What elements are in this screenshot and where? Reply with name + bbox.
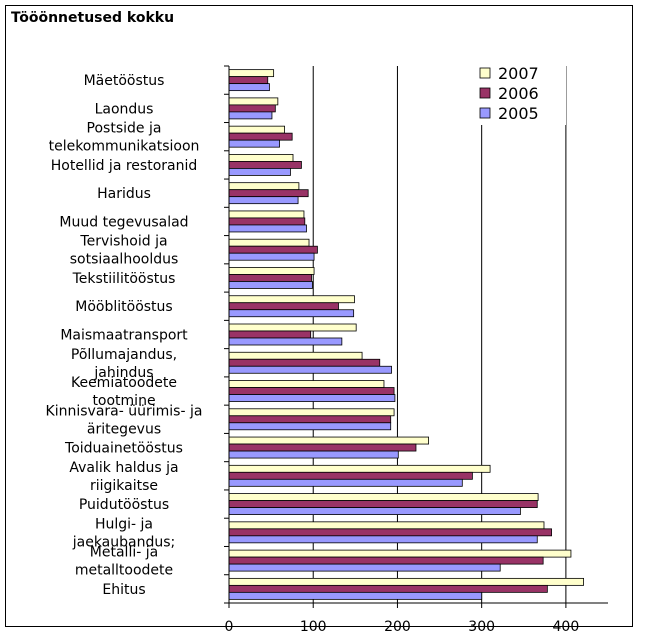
bar-2005-9	[228, 309, 355, 318]
bar-2006-7	[228, 245, 318, 254]
legend-label-2006: 2006	[498, 84, 539, 103]
bar-2005-5	[228, 196, 299, 205]
chart-title: Tööönnetused kokku	[11, 10, 175, 26]
bar-2007-13	[228, 408, 395, 417]
category-label: Haridus	[97, 186, 151, 202]
bar-2005-3	[228, 139, 280, 148]
bar-2006-6	[228, 217, 306, 226]
legend-swatch-2007	[479, 67, 491, 79]
bar-2007-7	[228, 238, 310, 247]
category-label: Kinnisvara- üürimis- ja äritegevus	[46, 403, 203, 437]
category-label: Põllumajandus, jahindus	[71, 347, 177, 381]
legend-label-2007: 2007	[498, 64, 539, 83]
bar-2007-16	[228, 493, 539, 501]
x-tick-label: 0	[225, 619, 234, 635]
category-label: Puidutööstus	[79, 497, 169, 513]
x-tick-label: 200	[384, 619, 411, 635]
category-label: Hulgi- ja jaekaubandus;	[72, 516, 176, 550]
bar-2006-13	[228, 415, 392, 424]
bar-2005-15	[228, 478, 463, 487]
bar-2007-2	[228, 97, 279, 106]
bar-2006-10	[228, 330, 312, 339]
bar-2007-11	[228, 351, 363, 360]
bar-2005-12	[228, 394, 396, 402]
bar-2007-12	[228, 380, 385, 388]
bar-2007-17	[228, 521, 545, 530]
bar-2006-9	[228, 302, 339, 311]
category-label: Tervishoid ja sotsiaalhooldus	[70, 234, 179, 268]
bar-2005-6	[228, 224, 307, 233]
bar-2006-12	[228, 387, 395, 395]
category-label: Ehitus	[102, 582, 145, 598]
bar-2006-5	[228, 189, 309, 198]
bar-2007-15	[228, 464, 491, 473]
bar-2006-3	[228, 132, 293, 141]
category-label: Toiduainetööstus	[64, 441, 183, 457]
x-tick-label: 300	[468, 619, 495, 635]
x-tick-label: 400	[553, 619, 580, 635]
bar-2005-4	[228, 168, 291, 176]
category-label: Postside ja telekommunikatsioon	[49, 121, 200, 155]
bar-2005-19	[228, 591, 483, 600]
category-label: Maismaatransport	[60, 328, 188, 344]
bar-2007-5	[228, 182, 300, 191]
bar-2006-1	[228, 76, 269, 85]
category-label: Metalli- ja metalltoodete	[75, 545, 173, 579]
category-label: Tekstiilitööstus	[72, 271, 176, 287]
bar-2006-18	[228, 556, 544, 565]
bar-2006-16	[228, 500, 538, 508]
bar-2005-17	[228, 535, 538, 544]
bar-2006-14	[228, 443, 417, 452]
bar-2005-1	[228, 83, 270, 92]
category-label: Laondus	[95, 101, 154, 117]
bar-2006-19	[228, 584, 548, 593]
bar-2006-2	[228, 104, 276, 113]
bar-2005-7	[228, 252, 315, 261]
bar-2005-18	[228, 563, 501, 572]
bar-2006-15	[228, 471, 473, 480]
bar-2007-14	[228, 436, 430, 445]
category-label: Mäetööstus	[84, 73, 165, 89]
category-label: Avalik haldus ja riigikaitse	[69, 460, 178, 494]
bar-2007-18	[228, 549, 572, 558]
bar-2007-3	[228, 125, 285, 134]
category-label: Muud tegevusalad	[59, 214, 188, 230]
bar-2005-8	[228, 281, 313, 289]
bar-2007-8	[228, 267, 315, 275]
category-label: Keemiatoodete tootmine	[71, 375, 177, 409]
bar-2006-11	[228, 358, 381, 367]
bar-2005-16	[228, 507, 521, 515]
legend-swatch-2006	[479, 87, 491, 99]
bar-2005-14	[228, 450, 399, 459]
bar-2007-19	[228, 577, 584, 586]
bar-2007-10	[228, 323, 357, 332]
bar-2005-10	[228, 337, 343, 346]
bar-2007-6	[228, 210, 305, 219]
bar-2005-13	[228, 422, 392, 431]
legend-label-2005: 2005	[498, 104, 539, 123]
bar-2005-11	[228, 365, 392, 374]
legend-swatch-2005	[479, 107, 491, 119]
bar-2006-8	[228, 274, 312, 282]
category-label: Mööblitööstus	[75, 299, 172, 315]
category-label: Hotellid ja restoranid	[51, 158, 198, 174]
bar-2007-9	[228, 295, 355, 304]
x-tick-label: 100	[300, 619, 327, 635]
bar-2007-1	[228, 69, 275, 78]
bar-2006-4	[228, 161, 302, 169]
bar-2005-2	[228, 111, 273, 120]
bar-2006-17	[228, 528, 552, 537]
bar-2007-4	[228, 154, 294, 162]
